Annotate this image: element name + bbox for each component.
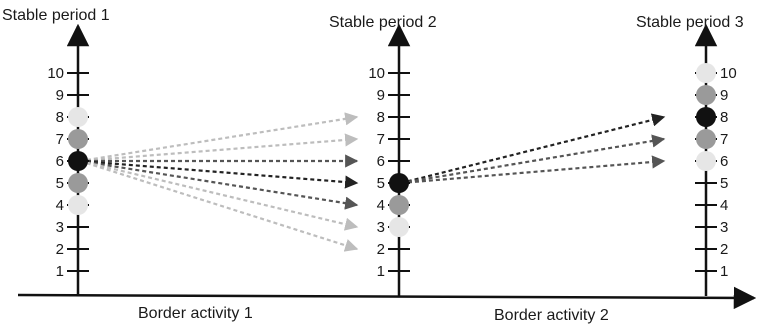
- tick-label: 8: [377, 109, 385, 126]
- transition-arrow: [79, 112, 359, 163]
- tick-label: 1: [377, 263, 385, 280]
- state-circle-dark-gray: [389, 195, 409, 215]
- tick-label: 4: [720, 197, 728, 214]
- tick-label: 7: [377, 131, 385, 148]
- tick-label: 6: [720, 153, 728, 170]
- state-circle-black: [389, 173, 409, 193]
- state-circle-light-gray: [389, 217, 409, 237]
- tick-label: 5: [720, 175, 728, 192]
- transition-arrow: [400, 155, 666, 185]
- tick-label: 2: [720, 241, 728, 258]
- tick-label: 6: [377, 153, 385, 170]
- tick-label: 10: [368, 65, 385, 82]
- tick-label: 3: [720, 219, 728, 236]
- state-circle-black: [68, 151, 88, 171]
- stable-period-axis-2: Stable period 2 1 2 3 4 5 6 7 8 9 10: [329, 14, 437, 296]
- state-circle-black: [696, 107, 716, 127]
- tick-label: 10: [47, 65, 64, 82]
- tick-label: 5: [56, 175, 64, 192]
- tick-label: 7: [720, 131, 728, 148]
- stable-period-axis-1: Stable period 1 1 2 3 4 5 6 7 8 9 10: [2, 7, 110, 296]
- state-circle-light-gray: [696, 63, 716, 83]
- state-circle-light-gray: [696, 151, 716, 171]
- transition-arrow: [79, 133, 359, 163]
- state-circle-light-gray: [68, 195, 88, 215]
- tick-label: 2: [56, 241, 64, 258]
- tick-label: 3: [377, 219, 385, 236]
- tick-group: 1 2 3 4 5 6 7 8 9 10: [47, 65, 89, 280]
- tick-label: 9: [377, 87, 385, 104]
- border-activity-label-1: Border activity 1: [138, 305, 253, 322]
- tick-group: 1 2 3 4 5 6 7 8 9 10: [368, 65, 410, 280]
- state-circle-dark-gray: [696, 85, 716, 105]
- transition-arrow: [400, 113, 666, 185]
- tick-label: 4: [377, 197, 385, 214]
- tick-label: 8: [720, 109, 728, 126]
- time-axis: [17, 286, 757, 310]
- stable-period-axis-3: Stable period 3 1 2 3 4 5 6 7 8 9 10: [636, 14, 744, 296]
- border-activity-label-2: Border activity 2: [494, 307, 609, 324]
- tick-label: 9: [720, 87, 728, 104]
- transition-arrows: [79, 112, 666, 252]
- tick-label: 1: [720, 263, 728, 280]
- tick-label: 8: [56, 109, 64, 126]
- transition-arrow: [79, 159, 359, 210]
- tick-label: 6: [56, 153, 64, 170]
- period-title: Stable period 3: [636, 14, 744, 31]
- tick-label: 7: [56, 131, 64, 148]
- tick-label: 5: [377, 175, 385, 192]
- state-circle-dark-gray: [696, 129, 716, 149]
- transition-arrow: [79, 159, 359, 189]
- transition-arrow: [400, 134, 666, 185]
- tick-label: 2: [377, 241, 385, 258]
- tick-label: 3: [56, 219, 64, 236]
- period-title: Stable period 1: [2, 7, 110, 24]
- tick-label: 9: [56, 87, 64, 104]
- tick-label: 10: [720, 65, 737, 82]
- transition-arrow: [79, 159, 359, 252]
- tick-label: 4: [56, 197, 64, 214]
- period-title: Stable period 2: [329, 14, 437, 31]
- state-circle-dark-gray: [68, 173, 88, 193]
- tick-label: 1: [56, 263, 64, 280]
- state-circle-dark-gray: [68, 129, 88, 149]
- transition-arrow: [79, 159, 359, 231]
- state-circles: [68, 63, 716, 237]
- state-circle-light-gray: [68, 107, 88, 127]
